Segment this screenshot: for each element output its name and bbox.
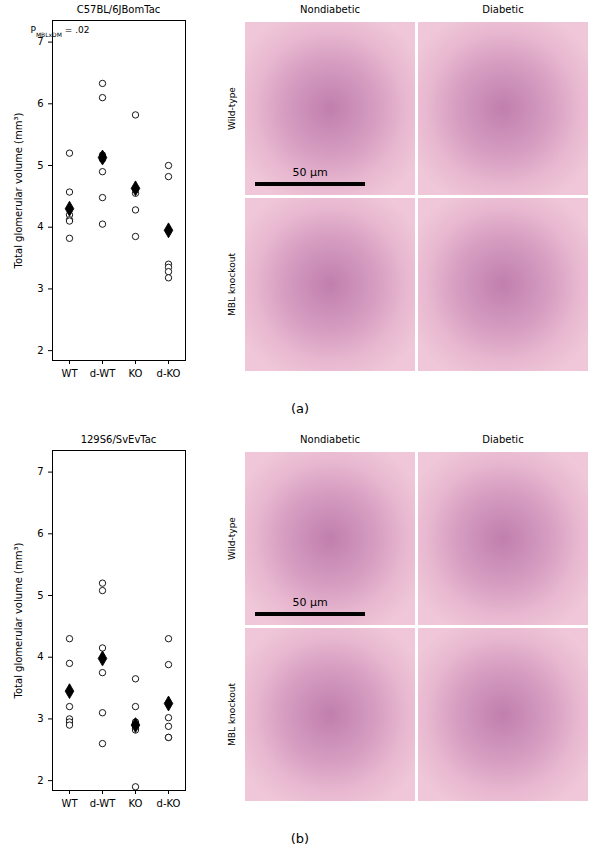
svg-text:50 μm: 50 μm: [292, 166, 327, 179]
svg-text:6: 6: [37, 98, 43, 109]
svg-text:Wild-type: Wild-type: [227, 517, 237, 560]
svg-text:KO: KO: [129, 368, 143, 379]
svg-text:(b): (b): [291, 831, 309, 846]
svg-text:MBL knockout: MBL knockout: [227, 683, 237, 746]
svg-text:Diabetic: Diabetic: [482, 4, 523, 15]
svg-text:KO: KO: [129, 798, 143, 809]
svg-text:Wild-type: Wild-type: [227, 87, 237, 130]
svg-text:3: 3: [37, 283, 43, 294]
svg-text:4: 4: [37, 651, 43, 662]
svg-text:PMBLxDM = .02: PMBLxDM = .02: [31, 25, 90, 38]
svg-text:C57BL/6JBomTac: C57BL/6JBomTac: [77, 4, 161, 15]
svg-text:(a): (a): [291, 401, 309, 416]
svg-text:Total glomerular volume (mm³): Total glomerular volume (mm³): [13, 542, 24, 699]
svg-text:5: 5: [37, 590, 43, 601]
svg-text:Nondiabetic: Nondiabetic: [300, 434, 360, 445]
svg-text:Diabetic: Diabetic: [482, 434, 523, 445]
svg-text:5: 5: [37, 160, 43, 171]
svg-text:WT: WT: [62, 368, 79, 379]
svg-text:129S6/SvEvTac: 129S6/SvEvTac: [81, 434, 157, 445]
svg-text:d-KO: d-KO: [157, 368, 181, 379]
svg-text:2: 2: [37, 775, 43, 786]
svg-text:4: 4: [37, 221, 43, 232]
svg-text:7: 7: [37, 36, 43, 47]
svg-text:Nondiabetic: Nondiabetic: [300, 4, 360, 15]
svg-text:d-WT: d-WT: [90, 368, 116, 379]
svg-text:50 μm: 50 μm: [292, 596, 327, 609]
svg-text:2: 2: [37, 345, 43, 356]
svg-text:WT: WT: [62, 798, 79, 809]
svg-text:d-KO: d-KO: [157, 798, 181, 809]
svg-text:7: 7: [37, 466, 43, 477]
svg-text:3: 3: [37, 713, 43, 724]
svg-text:d-WT: d-WT: [90, 798, 116, 809]
svg-text:6: 6: [37, 528, 43, 539]
svg-text:MBL knockout: MBL knockout: [227, 253, 237, 316]
svg-text:Total glomerular volume (mm³): Total glomerular volume (mm³): [13, 112, 24, 269]
